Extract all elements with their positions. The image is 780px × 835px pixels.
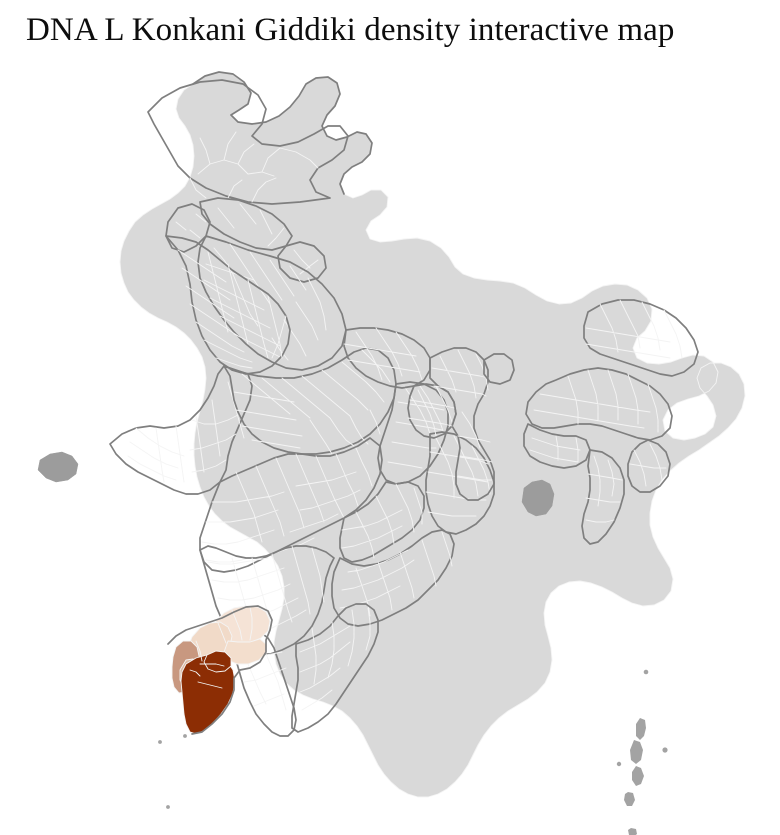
- island-dot-1: [643, 669, 649, 675]
- map-svg[interactable]: [0, 52, 780, 835]
- lakshadweep-dot-1: [158, 740, 162, 744]
- mizoram-tripura-border: [581, 449, 625, 545]
- east-district-lines: [343, 327, 493, 481]
- lakshadweep-dot-2: [183, 734, 187, 738]
- up-border: [197, 235, 347, 371]
- north-district-lines: [175, 203, 319, 275]
- state-telangana-andhra[interactable]: [331, 431, 495, 627]
- rajasthan-district-lines: [177, 249, 287, 369]
- kutch-dark-patch: [37, 451, 79, 483]
- nagaland-manipur-border: [627, 439, 671, 493]
- jk-state-border: [147, 79, 349, 205]
- tamil-nadu-border: [291, 603, 379, 733]
- south-east-district-lines: [339, 435, 491, 617]
- assam-border: [525, 367, 673, 441]
- mp-district-lines: [233, 349, 445, 469]
- andaman-nicobar-islands: [616, 669, 668, 835]
- telangana-border: [339, 481, 425, 563]
- south-andaman: [632, 766, 644, 786]
- car-nicobar: [628, 828, 637, 835]
- sundarbans-dark-patch: [521, 479, 555, 517]
- little-andaman: [624, 792, 635, 806]
- maharashtra-district-lines: [201, 447, 373, 563]
- district-dark-spur[interactable]: [203, 650, 232, 673]
- state-bihar-bengal[interactable]: [343, 327, 555, 517]
- middle-andaman: [630, 740, 643, 764]
- lakshadweep-dot-3: [166, 805, 170, 809]
- highlight-state-border: [167, 605, 273, 735]
- punjab-border: [165, 203, 211, 253]
- page-title: DNA L Konkani Giddiki density interactiv…: [26, 12, 675, 48]
- state-rajasthan[interactable]: [37, 235, 291, 495]
- national-border: [192, 71, 373, 195]
- west-bengal-border: [429, 347, 495, 501]
- highlighted-district-group[interactable]: [167, 605, 273, 735]
- india-choropleth-map[interactable]: [0, 52, 780, 835]
- mainland-india: [119, 71, 746, 798]
- sikkim-border: [483, 353, 515, 385]
- uttarakhand-border: [277, 241, 327, 283]
- lakshadweep-islands: [158, 734, 187, 809]
- northeast-district-lines: [529, 299, 683, 523]
- jk-district-lines: [189, 131, 319, 203]
- northeast-states[interactable]: [483, 299, 699, 545]
- country-outline: [192, 71, 373, 195]
- state-jammu-kashmir[interactable]: [147, 79, 349, 205]
- meghalaya-border: [523, 423, 591, 469]
- gujarat-border: [109, 365, 253, 495]
- arunachal-border: [583, 299, 699, 377]
- north-andaman: [636, 718, 646, 740]
- state-karnataka[interactable]: [199, 545, 379, 737]
- bihar-border: [343, 327, 431, 389]
- state-punjab-himachal[interactable]: [165, 197, 327, 283]
- mp-border: [223, 347, 397, 455]
- odisha-border: [425, 431, 495, 535]
- island-dot-3: [616, 761, 622, 767]
- island-dot-2: [662, 747, 668, 753]
- india-landmass: [119, 71, 746, 798]
- highlight-district-lines: [189, 606, 253, 689]
